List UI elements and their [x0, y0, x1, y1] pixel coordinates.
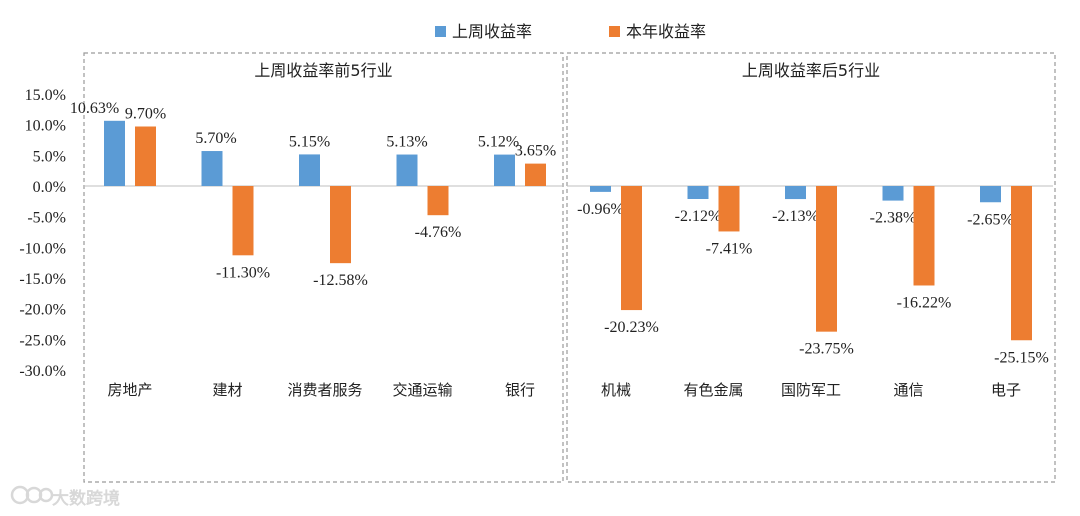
x-category-label: 通信 [893, 381, 923, 399]
plot-area: 房地产 10.63% 9.70% 建材 5.70% -11.30% 消费者服务 5.15% -1… [70, 100, 1053, 399]
data-label: 5.12% [478, 134, 519, 151]
bar-last-week [882, 186, 904, 201]
bar-last-week [201, 151, 223, 186]
x-category-label: 电子 [991, 381, 1021, 399]
panel-title: 上周收益率后5行业 [742, 61, 880, 80]
bar-ytd [621, 186, 642, 311]
data-label: -25.15% [994, 349, 1049, 366]
watermark-text: 大数跨境 [52, 488, 120, 509]
x-category-label: 机械 [601, 381, 631, 399]
bar-last-week [590, 186, 611, 192]
legend-swatch [435, 26, 446, 37]
y-tick-label: -25.0% [19, 332, 66, 349]
y-tick-label: 15.0% [25, 87, 66, 104]
data-label: -0.96% [577, 201, 624, 218]
bar-ytd [135, 126, 156, 186]
data-label: -2.65% [967, 211, 1014, 228]
data-label: 10.63% [70, 100, 119, 117]
legend-swatch [609, 26, 620, 37]
bar-ytd [330, 186, 351, 264]
y-tick-label: -15.0% [19, 271, 66, 288]
data-label: -12.58% [313, 272, 368, 289]
chart-legend: 上周收益率 本年收益率 [435, 22, 706, 41]
data-label: 5.15% [289, 133, 330, 150]
data-label: -4.76% [415, 224, 462, 241]
x-category-label: 交通运输 [392, 381, 452, 399]
x-category-label: 房地产 [107, 381, 152, 399]
data-label: 5.13% [386, 134, 427, 151]
x-category-label: 建材 [212, 381, 242, 399]
bar-ytd [232, 186, 254, 256]
legend-label: 上周收益率 [452, 22, 532, 41]
y-tick-label: -20.0% [19, 302, 66, 319]
y-tick-label: 0.0% [33, 179, 66, 196]
data-label: -7.41% [706, 240, 753, 257]
x-category-label: 国防军工 [781, 381, 841, 399]
bar-last-week [494, 154, 515, 186]
y-tick-label: -30.0% [19, 363, 66, 380]
data-label: -11.30% [216, 264, 270, 281]
x-category-label: 有色金属 [683, 381, 743, 399]
y-tick-label: -5.0% [27, 210, 66, 227]
data-label: -20.23% [604, 319, 659, 336]
data-label: 3.65% [515, 143, 556, 160]
legend-label: 本年收益率 [626, 22, 706, 41]
bar-ytd [816, 186, 837, 332]
y-tick-label: 10.0% [25, 118, 66, 135]
bar-last-week [980, 186, 1001, 203]
data-label: 5.70% [195, 130, 236, 147]
panel-frame [83, 52, 564, 483]
bar-last-week [396, 154, 418, 186]
watermark-logo-icon [10, 485, 54, 505]
data-label: -23.75% [799, 341, 854, 358]
x-category-label: 银行 [505, 381, 535, 399]
bar-last-week [785, 186, 806, 200]
data-label: -2.12% [675, 208, 722, 225]
bar-ytd [718, 186, 740, 232]
data-label: -16.22% [897, 294, 952, 311]
bar-ytd [427, 186, 449, 216]
data-label: 9.70% [125, 106, 166, 123]
bar-last-week [104, 120, 125, 186]
bar-last-week [299, 154, 320, 186]
x-category-label: 消费者服务 [287, 381, 362, 399]
y-axis: 15.0% 10.0% 5.0% 0.0% -5.0% -10.0% -15.0% -20.0… [19, 87, 66, 380]
bar-last-week [687, 186, 709, 200]
y-tick-label: -10.0% [19, 240, 66, 257]
bar-ytd [913, 186, 935, 286]
panel-title: 上周收益率前5行业 [254, 61, 392, 80]
panel-frames: 上周收益率前5行业 上周收益率后5行业 [83, 52, 1056, 483]
bar-ytd [1011, 186, 1032, 341]
data-label: -2.38% [870, 210, 917, 227]
y-tick-label: 5.0% [33, 148, 66, 165]
data-label: -2.13% [772, 208, 819, 225]
bar-ytd [525, 163, 546, 186]
panel-frame [566, 52, 1056, 483]
